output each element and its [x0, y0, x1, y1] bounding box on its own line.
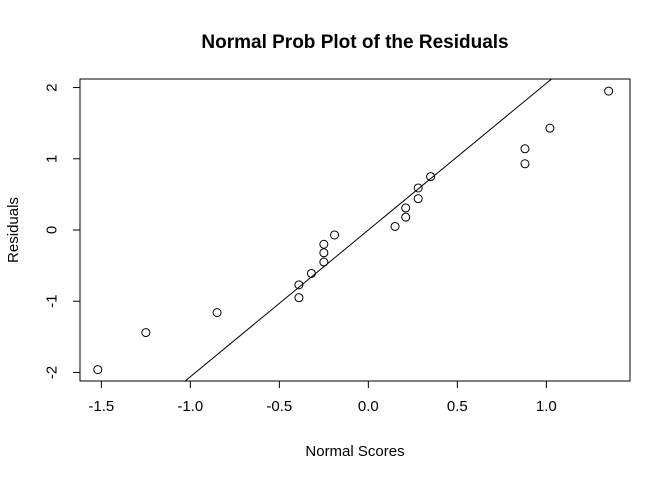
x-tick-label: 0.0	[358, 398, 379, 415]
data-point	[520, 144, 530, 154]
x-tick-label: -1.0	[177, 398, 203, 415]
points-layer	[93, 86, 614, 375]
data-point	[141, 328, 151, 338]
x-axis: -1.5 -1.0 -0.5 0.0 0.5 1.0	[88, 380, 557, 415]
data-point	[413, 183, 423, 193]
data-point	[413, 194, 423, 204]
data-point	[294, 280, 304, 290]
y-tick-label: -2	[44, 366, 61, 379]
data-point	[319, 248, 329, 258]
reference-line	[184, 79, 553, 381]
data-point	[319, 257, 329, 267]
y-tick-label: 0	[44, 226, 61, 234]
data-point	[401, 212, 411, 222]
data-point	[294, 293, 304, 303]
data-point	[545, 123, 555, 133]
data-point	[426, 172, 436, 182]
chart-title: Normal Prob Plot of the Residuals	[201, 32, 508, 53]
data-point	[330, 230, 340, 240]
y-tick-label: -1	[44, 295, 61, 308]
data-point	[212, 308, 222, 318]
plot-frame	[79, 78, 631, 382]
y-tick-label: 1	[44, 155, 61, 163]
x-tick-label: 1.0	[536, 398, 557, 415]
x-axis-label: Normal Scores	[305, 443, 404, 460]
data-point	[604, 86, 614, 96]
data-point	[93, 365, 103, 375]
data-point	[401, 203, 411, 213]
data-point	[520, 159, 530, 169]
x-tick-label: -0.5	[266, 398, 292, 415]
data-point	[306, 268, 316, 278]
x-tick-label: 0.5	[447, 398, 468, 415]
x-tick-label: -1.5	[88, 398, 114, 415]
data-point	[390, 221, 400, 231]
y-axis: -2 -1 0 1 2	[44, 83, 81, 379]
data-point	[319, 239, 329, 249]
y-tick-label: 2	[44, 83, 61, 91]
y-axis-label: Residuals	[5, 197, 22, 263]
reference-line-layer	[184, 79, 553, 381]
